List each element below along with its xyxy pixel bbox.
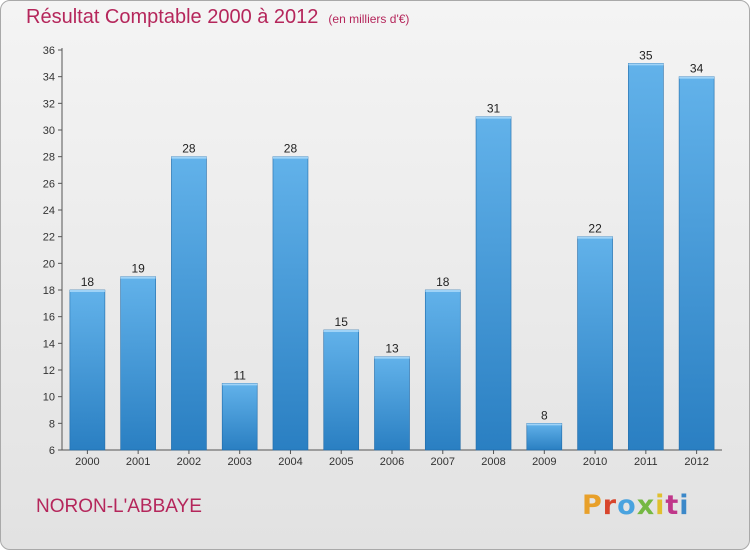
x-tick-label: 2006 bbox=[380, 456, 404, 468]
x-tick-label: 2009 bbox=[532, 456, 556, 468]
logo-letter: o bbox=[617, 490, 637, 521]
x-tick-label: 2008 bbox=[481, 456, 505, 468]
data-label-2004: 28 bbox=[284, 142, 298, 156]
bar-2009 bbox=[526, 423, 563, 451]
y-tick-label: 36 bbox=[43, 45, 55, 57]
bar-2006 bbox=[374, 356, 410, 451]
bar-highlight bbox=[577, 236, 613, 239]
bar-highlight bbox=[374, 356, 410, 359]
logo-letter: r bbox=[602, 490, 618, 521]
logo-letter: P bbox=[582, 490, 603, 521]
bar-2012 bbox=[678, 76, 715, 451]
x-tick-label: 2011 bbox=[634, 456, 658, 468]
data-label-2001: 19 bbox=[131, 262, 145, 276]
y-tick-label: 10 bbox=[43, 392, 55, 404]
data-label-2003: 11 bbox=[233, 368, 246, 382]
data-label-2012: 34 bbox=[690, 62, 704, 76]
data-label-2002: 28 bbox=[182, 142, 196, 156]
logo-letter: x bbox=[636, 490, 656, 521]
bar-highlight bbox=[425, 290, 461, 292]
y-tick-label: 12 bbox=[43, 365, 55, 377]
y-tick-label: 14 bbox=[43, 338, 55, 350]
y-tick-label: 24 bbox=[43, 205, 55, 217]
bar-2001 bbox=[120, 276, 156, 451]
x-tick-label: 2000 bbox=[75, 456, 99, 468]
chart-title-text: Résultat Comptable 2000 à 2012 bbox=[26, 6, 319, 28]
data-label-2000: 18 bbox=[81, 275, 95, 289]
y-tick-label: 28 bbox=[43, 152, 55, 164]
y-tick-label: 26 bbox=[43, 178, 55, 190]
bar-highlight bbox=[272, 156, 308, 159]
x-tick-label: 2007 bbox=[431, 456, 455, 468]
x-tick-label: 2004 bbox=[278, 456, 302, 468]
logo-letter: t bbox=[665, 490, 680, 521]
bar-highlight bbox=[526, 423, 562, 426]
data-label-2009: 8 bbox=[541, 408, 548, 422]
y-tick-label: 32 bbox=[43, 98, 55, 110]
chart-title: Résultat Comptable 2000 à 2012 (en millie… bbox=[26, 6, 409, 29]
y-tick-label: 18 bbox=[43, 285, 55, 297]
x-tick-label: 2010 bbox=[583, 456, 607, 468]
bar-highlight bbox=[323, 330, 359, 332]
bar-2003 bbox=[221, 383, 258, 451]
logo-letter: i bbox=[679, 490, 690, 521]
data-label-2007: 18 bbox=[436, 275, 450, 289]
bar-2002 bbox=[171, 156, 207, 451]
bar-2004 bbox=[272, 156, 309, 451]
x-tick-label: 2012 bbox=[684, 456, 708, 468]
y-tick-label: 6 bbox=[49, 445, 55, 457]
chart-unit: (en milliers d'€) bbox=[328, 12, 410, 26]
bar-2010 bbox=[577, 236, 613, 451]
x-tick-label: 2003 bbox=[227, 456, 251, 468]
x-tick-label: 2002 bbox=[177, 456, 201, 468]
y-tick-label: 8 bbox=[49, 418, 55, 430]
data-label-2010: 22 bbox=[588, 222, 602, 236]
x-tick-label: 2005 bbox=[329, 456, 353, 468]
bar-highlight bbox=[171, 156, 207, 159]
bar-highlight bbox=[476, 116, 512, 119]
bar-2005 bbox=[323, 329, 360, 451]
data-label-2011: 35 bbox=[639, 48, 653, 62]
y-tick-label: 16 bbox=[43, 312, 55, 324]
y-tick-label: 22 bbox=[43, 232, 55, 244]
bar-2007 bbox=[424, 289, 461, 451]
region-name: NORON-L'ABBAYE bbox=[36, 496, 202, 517]
data-label-2008: 31 bbox=[487, 102, 501, 116]
bar-highlight bbox=[679, 76, 715, 79]
bar-highlight bbox=[222, 383, 258, 386]
x-tick-label: 2001 bbox=[126, 456, 150, 468]
logo-letter: i bbox=[655, 490, 666, 521]
bar-highlight bbox=[69, 290, 105, 292]
y-tick-label: 20 bbox=[43, 258, 55, 270]
y-tick-label: 30 bbox=[43, 125, 55, 137]
data-label-2005: 15 bbox=[335, 315, 349, 329]
bar-highlight bbox=[628, 63, 664, 66]
bar-2000 bbox=[69, 289, 106, 451]
data-label-2006: 13 bbox=[385, 342, 399, 356]
bar-highlight bbox=[120, 276, 156, 279]
bar-2011 bbox=[628, 63, 664, 451]
proxiti-logo: Proxiti bbox=[582, 490, 690, 521]
y-tick-label: 34 bbox=[43, 72, 55, 84]
bar-2008 bbox=[475, 116, 512, 451]
